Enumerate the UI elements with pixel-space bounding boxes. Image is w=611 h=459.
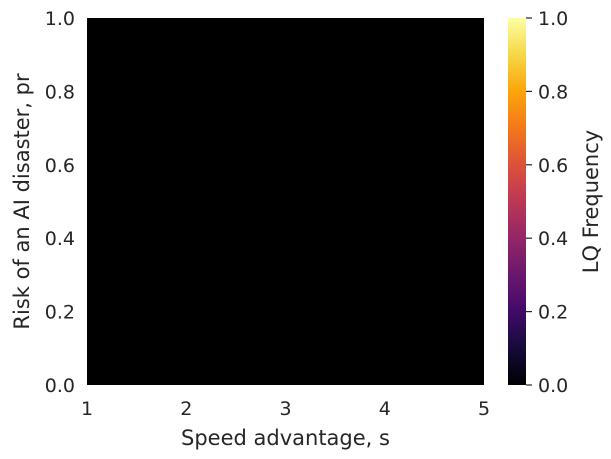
x-axis-label: Speed advantage, s [181, 426, 390, 450]
y-axis-label: Risk of an AI disaster, pr [10, 73, 34, 330]
y-tick-label: 0.6 [45, 155, 75, 177]
colorbar-tick-label: 0.0 [538, 375, 568, 397]
colorbar [508, 18, 526, 385]
x-axis-ticks: 1 2 3 4 5 [81, 398, 490, 420]
y-tick-label: 0.4 [45, 228, 75, 250]
y-tick-label: 0.0 [45, 375, 75, 397]
colorbar-tick-label: 0.4 [538, 228, 568, 250]
y-axis-ticks: 0.0 0.2 0.4 0.6 0.8 1.0 [45, 8, 75, 397]
x-tick-label: 3 [279, 398, 291, 420]
colorbar-ticks: 0.0 0.2 0.4 0.6 0.8 1.0 [526, 8, 568, 397]
y-tick-label: 0.2 [45, 302, 75, 324]
x-tick-label: 1 [81, 398, 93, 420]
x-tick-label: 4 [379, 398, 391, 420]
x-tick-label: 5 [478, 398, 490, 420]
colorbar-tick-label: 0.6 [538, 155, 568, 177]
y-tick-label: 1.0 [45, 8, 75, 30]
y-tick-label: 0.8 [45, 81, 75, 103]
x-tick-label: 2 [180, 398, 192, 420]
colorbar-tick-label: 0.8 [538, 81, 568, 103]
colorbar-tick-label: 1.0 [538, 8, 568, 30]
colorbar-tick-label: 0.2 [538, 302, 568, 324]
heatmap-area [87, 18, 484, 385]
colorbar-label: LQ Frequency [579, 130, 603, 273]
